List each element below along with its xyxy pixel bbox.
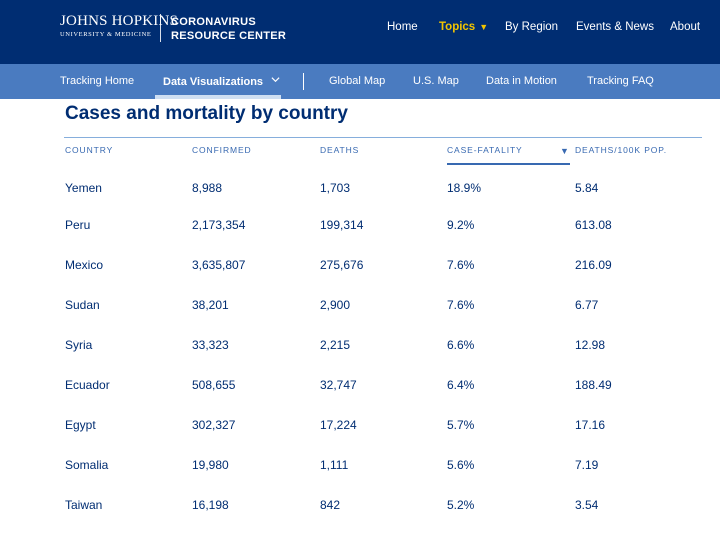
cell-confirmed: 3,635,807 [192, 258, 246, 272]
subnav-data-in-motion[interactable]: Data in Motion [486, 75, 557, 87]
sorted-column-indicator [447, 163, 570, 165]
cell-deaths: 1,703 [320, 181, 351, 195]
cell-deaths: 2,215 [320, 338, 351, 352]
cell-deaths: 17,224 [320, 418, 357, 432]
cell-confirmed: 16,198 [192, 498, 229, 512]
nav-events-news[interactable]: Events & News [576, 21, 654, 33]
column-header-country[interactable]: COUNTRY [65, 145, 114, 155]
column-header-case-fatality[interactable]: CASE-FATALITY [447, 145, 523, 155]
subnav-data-visualizations-label: Data Visualizations [163, 76, 264, 88]
column-header-confirmed[interactable]: CONFIRMED [192, 145, 252, 155]
cell-country: Somalia [65, 458, 109, 472]
cell-case-fatality: 6.6% [447, 338, 475, 352]
cell-confirmed: 33,323 [192, 338, 229, 352]
page-title: Cases and mortality by country [65, 103, 348, 124]
cell-deaths-per-100k: 12.98 [575, 338, 606, 352]
cell-case-fatality: 5.7% [447, 418, 475, 432]
cell-case-fatality: 7.6% [447, 258, 475, 272]
sort-descending-icon[interactable]: ▼ [560, 146, 569, 156]
table-header-rule [64, 137, 702, 138]
cell-deaths-per-100k: 17.16 [575, 418, 606, 432]
cell-deaths-per-100k: 6.77 [575, 298, 599, 312]
cell-deaths: 1,111 [320, 458, 349, 472]
cell-country: Peru [65, 218, 91, 232]
sub-navigation [0, 64, 720, 99]
cell-deaths-per-100k: 613.08 [575, 218, 612, 232]
cell-confirmed: 508,655 [192, 378, 236, 392]
subnav-data-visualizations[interactable]: Data Visualizations [163, 75, 280, 88]
cell-country: Taiwan [65, 498, 103, 512]
nav-topics-label: Topics [439, 21, 476, 33]
table-row[interactable]: Taiwan 16,198 842 5.2% 3.54 [0, 498, 720, 518]
logo-line-2: RESOURCE CENTER [171, 30, 287, 42]
cell-case-fatality: 7.6% [447, 298, 475, 312]
resource-center-logo[interactable]: CORONAVIRUS RESOURCE CENTER [171, 15, 286, 43]
caret-down-icon: ▼ [479, 22, 489, 32]
table-row[interactable]: Sudan 38,201 2,900 7.6% 6.77 [0, 298, 720, 318]
johns-hopkins-logo[interactable]: JOHNS HOPKINS UNIVERSITY & MEDICINE [60, 13, 178, 38]
cell-deaths-per-100k: 216.09 [575, 258, 612, 272]
nav-topics[interactable]: Topics ▼ [439, 21, 488, 33]
cell-deaths-per-100k: 5.84 [575, 181, 599, 195]
subnav-us-map[interactable]: U.S. Map [413, 75, 459, 87]
cell-deaths: 199,314 [320, 218, 364, 232]
subnav-global-map[interactable]: Global Map [329, 75, 386, 87]
cell-confirmed: 302,327 [192, 418, 236, 432]
cell-country: Mexico [65, 258, 104, 272]
cell-confirmed: 8,988 [192, 181, 223, 195]
table-row[interactable]: Peru 2,173,354 199,314 9.2% 613.08 [0, 218, 720, 238]
cell-country: Ecuador [65, 378, 110, 392]
table-row[interactable]: Ecuador 508,655 32,747 6.4% 188.49 [0, 378, 720, 398]
cell-country: Egypt [65, 418, 96, 432]
nav-by-region[interactable]: By Region [505, 21, 559, 33]
cell-case-fatality: 9.2% [447, 218, 475, 232]
logo-subtitle: UNIVERSITY & MEDICINE [60, 31, 152, 38]
site-header: JOHNS HOPKINS UNIVERSITY & MEDICINE CORO… [0, 0, 720, 64]
active-subnav-indicator [155, 95, 281, 99]
column-header-deaths[interactable]: DEATHS [320, 145, 360, 155]
cell-deaths-per-100k: 3.54 [575, 498, 599, 512]
table-row[interactable]: Yemen 8,988 1,703 18.9% 5.84 [0, 181, 720, 201]
subnav-divider [303, 73, 304, 90]
cell-deaths: 2,900 [320, 298, 351, 312]
cell-confirmed: 2,173,354 [192, 218, 246, 232]
nav-home[interactable]: Home [387, 21, 418, 33]
cell-country: Syria [65, 338, 93, 352]
cell-case-fatality: 18.9% [447, 181, 482, 195]
logo-name: JOHNS HOPKINS [60, 13, 179, 29]
chevron-down-icon [271, 77, 280, 83]
table-row[interactable]: Mexico 3,635,807 275,676 7.6% 216.09 [0, 258, 720, 278]
logo-line-1: CORONAVIRUS [171, 16, 256, 28]
cell-deaths-per-100k: 188.49 [575, 378, 612, 392]
cell-deaths-per-100k: 7.19 [575, 458, 599, 472]
table-row[interactable]: Somalia 19,980 1,111 5.6% 7.19 [0, 458, 720, 478]
cell-case-fatality: 5.2% [447, 498, 475, 512]
logo-divider [160, 14, 161, 42]
cell-deaths: 32,747 [320, 378, 357, 392]
subnav-tracking-home[interactable]: Tracking Home [60, 75, 135, 87]
cell-case-fatality: 5.6% [447, 458, 475, 472]
subnav-tracking-faq[interactable]: Tracking FAQ [587, 75, 654, 87]
cell-deaths: 842 [320, 498, 341, 512]
column-header-deaths-per-100k[interactable]: DEATHS/100K POP. [575, 145, 668, 155]
cell-confirmed: 19,980 [192, 458, 229, 472]
table-row[interactable]: Egypt 302,327 17,224 5.7% 17.16 [0, 418, 720, 438]
cell-country: Yemen [65, 181, 102, 195]
cell-country: Sudan [65, 298, 100, 312]
nav-about[interactable]: About [670, 21, 701, 33]
cell-deaths: 275,676 [320, 258, 364, 272]
cell-case-fatality: 6.4% [447, 378, 475, 392]
cell-confirmed: 38,201 [192, 298, 229, 312]
table-row[interactable]: Syria 33,323 2,215 6.6% 12.98 [0, 338, 720, 358]
